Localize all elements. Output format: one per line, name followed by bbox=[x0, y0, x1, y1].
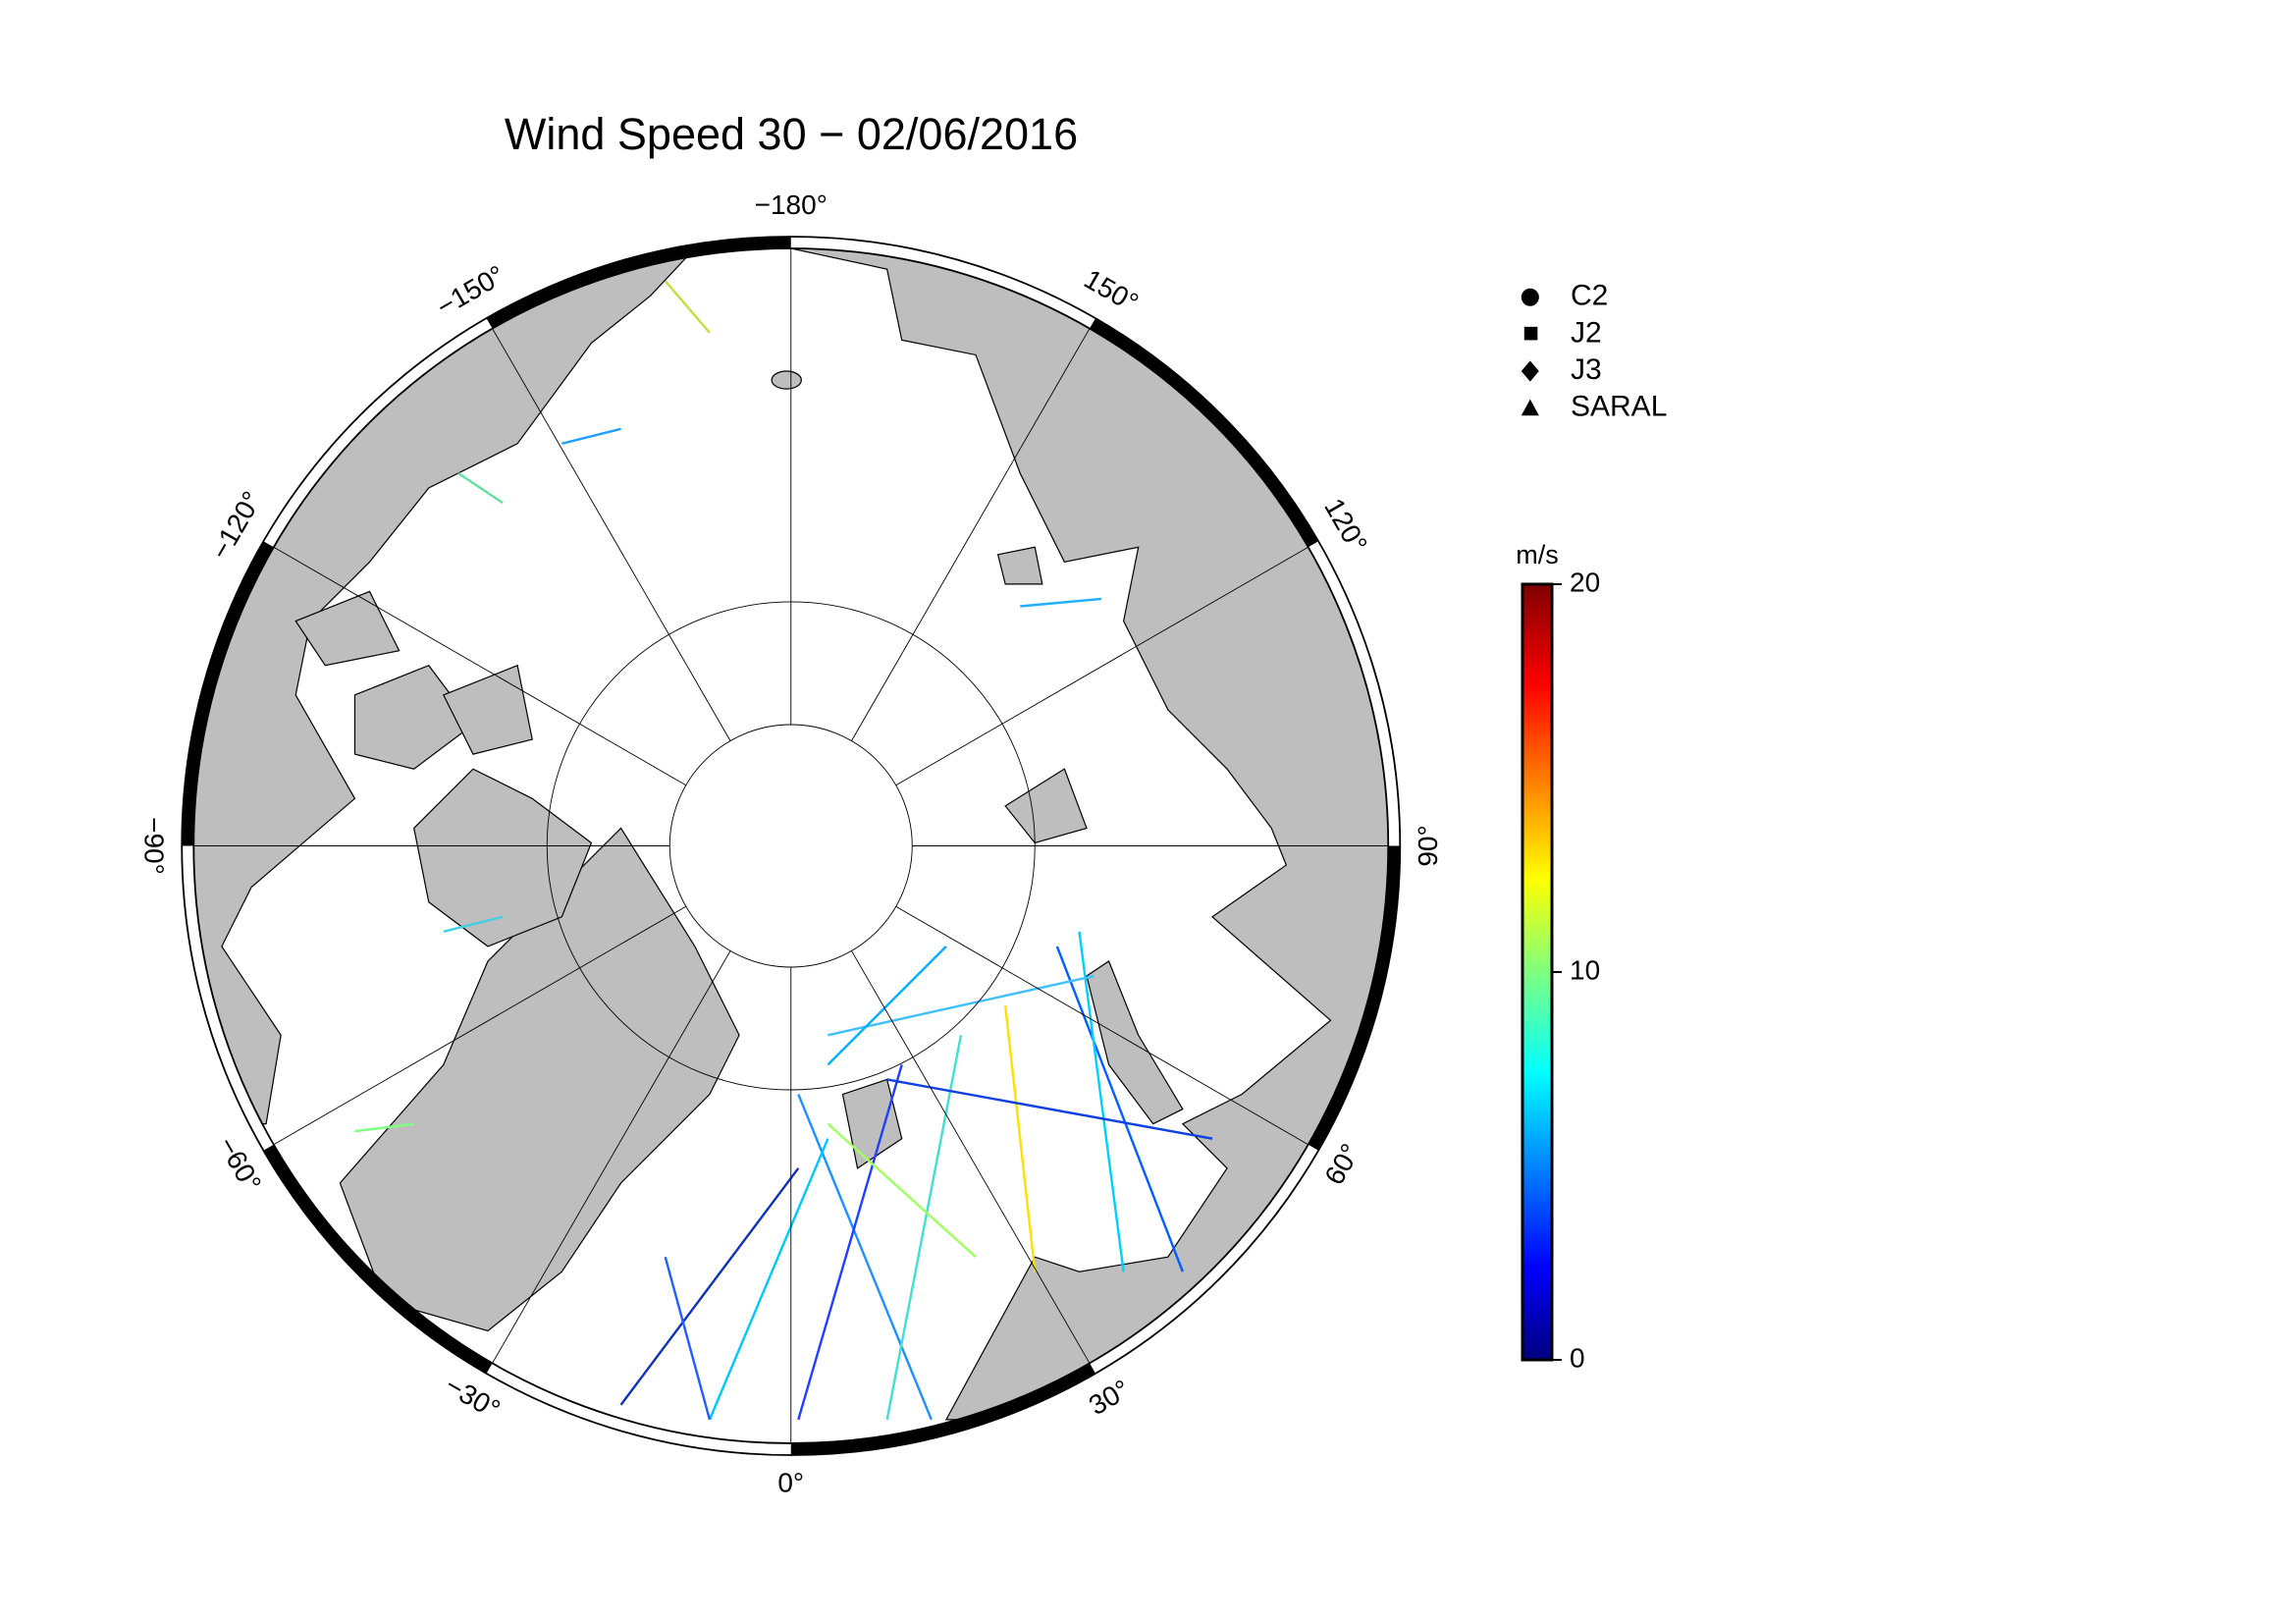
graticule bbox=[193, 248, 1389, 1443]
frame-segment bbox=[1308, 845, 1401, 1151]
legend-label: J3 bbox=[1571, 353, 1602, 386]
longitude-label: 90° bbox=[1413, 825, 1443, 866]
labels: −180°−150°−120°−90°−60°−30°0°30°60°90°12… bbox=[139, 189, 1668, 1497]
meridian bbox=[895, 905, 1308, 1146]
longitude-label: −180° bbox=[755, 189, 828, 220]
legend-label: C2 bbox=[1571, 280, 1608, 312]
frame-segment bbox=[182, 541, 274, 846]
map bbox=[181, 236, 1539, 1456]
colorbar-tick-label: 10 bbox=[1570, 954, 1600, 985]
frame-segment bbox=[263, 1144, 493, 1374]
meridian bbox=[492, 328, 731, 741]
longitude-label: −90° bbox=[139, 817, 170, 875]
longitude-label: 120° bbox=[1318, 493, 1373, 558]
meridian bbox=[273, 546, 687, 786]
longitude-label: 150° bbox=[1079, 263, 1144, 318]
legend-symbol bbox=[1521, 288, 1539, 306]
map-title: Wind Speed 30 − 02/06/2016 bbox=[505, 109, 1078, 159]
meridian bbox=[273, 905, 687, 1146]
legend-label: J2 bbox=[1571, 316, 1602, 349]
legend-symbol bbox=[1521, 360, 1539, 382]
legend-label: SARAL bbox=[1571, 391, 1667, 423]
longitude-label: 30° bbox=[1084, 1374, 1135, 1421]
frame-segments bbox=[182, 236, 1401, 1456]
colorbar bbox=[1521, 582, 1554, 1362]
legend-symbol bbox=[1521, 399, 1539, 416]
meridian bbox=[851, 950, 1091, 1364]
colorbar-label: m/s bbox=[1516, 540, 1559, 569]
meridian bbox=[851, 328, 1091, 741]
meridian bbox=[895, 546, 1308, 786]
frame-segment bbox=[1089, 318, 1319, 548]
legend-symbol bbox=[1523, 326, 1538, 341]
frame-segment bbox=[486, 236, 791, 329]
colorbar-tick-label: 0 bbox=[1570, 1342, 1585, 1373]
longitude-label: 0° bbox=[777, 1468, 804, 1498]
frame-segment bbox=[790, 1363, 1096, 1456]
meridian bbox=[492, 950, 731, 1364]
colorbar-tick-label: 20 bbox=[1570, 567, 1600, 597]
longitude-label: 60° bbox=[1318, 1139, 1365, 1190]
satellite-tracks bbox=[354, 280, 1213, 1421]
